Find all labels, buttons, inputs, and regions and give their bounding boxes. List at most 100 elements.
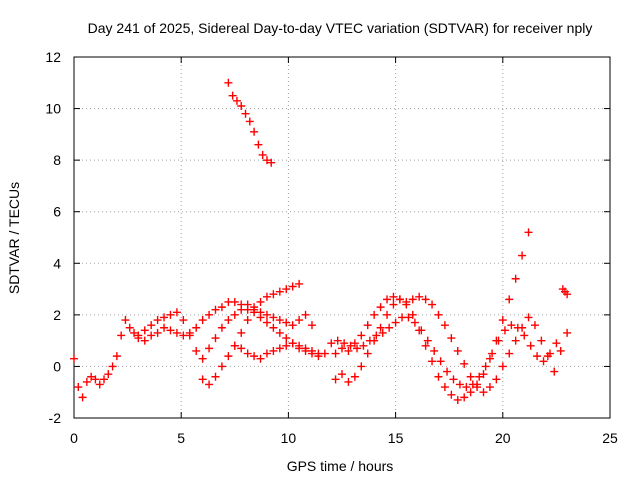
series-trace-c	[198, 279, 304, 389]
data-point	[340, 339, 349, 348]
data-point	[363, 321, 372, 330]
data-point	[250, 127, 259, 136]
data-point	[275, 316, 284, 325]
data-point	[350, 372, 359, 381]
y-tick-label: 6	[53, 204, 61, 220]
data-point	[430, 346, 439, 355]
data-point	[87, 372, 96, 381]
data-point	[295, 341, 304, 350]
series-trace-e	[224, 78, 276, 167]
series-trace-f	[331, 228, 533, 404]
data-point	[172, 308, 181, 317]
data-point	[447, 390, 456, 399]
y-tick-label: 10	[45, 101, 61, 117]
data-point	[481, 362, 490, 371]
data-point	[434, 372, 443, 381]
data-point	[307, 346, 316, 355]
data-point	[254, 140, 263, 149]
data-point	[505, 295, 514, 304]
data-point	[256, 313, 265, 322]
data-point	[346, 341, 355, 350]
data-point	[370, 310, 379, 319]
data-point	[160, 313, 169, 322]
data-point	[485, 383, 494, 392]
data-point	[211, 334, 220, 343]
data-point	[440, 383, 449, 392]
data-point	[357, 331, 366, 340]
data-point	[172, 328, 181, 337]
data-point	[518, 251, 527, 260]
data-point	[262, 292, 271, 301]
x-tick-label: 25	[602, 430, 618, 446]
data-point	[402, 297, 411, 306]
data-point	[344, 377, 353, 386]
data-point	[449, 375, 458, 384]
series-trace-b	[134, 297, 329, 361]
x-axis-label: GPS time / hours	[287, 458, 394, 474]
data-point	[539, 357, 548, 366]
data-point	[282, 334, 291, 343]
data-point	[295, 316, 304, 325]
data-point	[224, 78, 233, 87]
x-tick-label: 10	[281, 430, 297, 446]
data-point	[147, 331, 156, 340]
data-point	[513, 323, 522, 332]
data-point	[350, 339, 359, 348]
y-tick-label: 4	[53, 255, 61, 271]
data-point	[301, 344, 310, 353]
data-point	[217, 303, 226, 312]
data-point	[245, 117, 254, 126]
data-point	[524, 313, 533, 322]
data-point	[282, 341, 291, 350]
data-point	[383, 295, 392, 304]
data-point	[70, 354, 78, 363]
data-point	[404, 313, 413, 322]
data-point	[78, 393, 87, 402]
data-point	[428, 357, 437, 366]
data-point	[166, 310, 175, 319]
data-point	[288, 339, 297, 348]
data-point	[74, 383, 83, 392]
data-point	[468, 380, 477, 389]
data-point	[372, 331, 381, 340]
data-point	[494, 336, 503, 345]
data-point	[153, 328, 162, 337]
data-point	[295, 279, 304, 288]
data-point	[421, 341, 430, 350]
data-point	[453, 346, 462, 355]
data-point	[314, 349, 323, 358]
series-trace-h	[327, 313, 561, 392]
y-tick-label: 0	[53, 358, 61, 374]
data-point	[147, 321, 156, 330]
data-point	[511, 274, 520, 283]
data-point	[395, 295, 404, 304]
data-point	[408, 310, 417, 319]
data-point	[237, 300, 246, 309]
data-point	[563, 290, 572, 299]
data-point	[288, 282, 297, 291]
y-tick-label: 12	[45, 49, 61, 65]
data-point	[488, 349, 497, 358]
data-point	[443, 367, 452, 376]
data-point	[198, 316, 207, 325]
data-point	[237, 101, 246, 110]
data-point	[537, 336, 546, 345]
data-point	[237, 328, 246, 337]
data-point	[301, 310, 310, 319]
x-tick-label: 20	[495, 430, 511, 446]
data-point	[230, 310, 239, 319]
data-point	[192, 346, 201, 355]
chart-title: Day 241 of 2025, Sidereal Day-to-day VTE…	[88, 20, 593, 36]
axis-ticks: 0 5 10 15 20 25 -2 0 2 4 6 8 10 12	[45, 49, 618, 446]
data-point	[198, 354, 207, 363]
data-point	[333, 336, 342, 345]
data-point	[205, 344, 214, 353]
x-tick-label: 15	[388, 430, 404, 446]
data-point	[556, 346, 565, 355]
data-point	[363, 349, 372, 358]
data-point	[179, 316, 188, 325]
data-point	[117, 331, 126, 340]
data-point	[185, 328, 194, 337]
x-tick-label: 0	[70, 430, 78, 446]
